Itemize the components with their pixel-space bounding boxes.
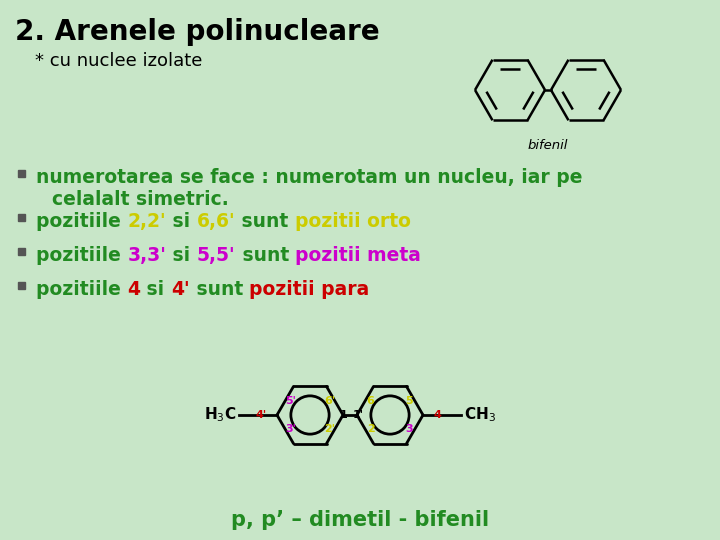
Text: pozitii meta: pozitii meta bbox=[295, 246, 421, 265]
Text: 2,2': 2,2' bbox=[127, 212, 166, 231]
Text: CH$_3$: CH$_3$ bbox=[464, 406, 496, 424]
Text: 4': 4' bbox=[171, 280, 189, 299]
Text: si: si bbox=[140, 280, 171, 299]
Text: 3': 3' bbox=[285, 423, 296, 434]
Bar bbox=[18, 281, 25, 288]
Text: 1: 1 bbox=[339, 410, 347, 420]
Text: 2: 2 bbox=[366, 423, 374, 434]
Text: 1': 1' bbox=[353, 410, 364, 420]
Text: 5: 5 bbox=[405, 396, 413, 407]
Bar bbox=[18, 247, 25, 254]
Text: sunt: sunt bbox=[189, 280, 249, 299]
Text: 3: 3 bbox=[405, 423, 413, 434]
Text: * cu nuclee izolate: * cu nuclee izolate bbox=[35, 52, 202, 70]
Text: pozitii para: pozitii para bbox=[249, 280, 369, 299]
Text: bifenil: bifenil bbox=[528, 139, 568, 152]
Text: 2': 2' bbox=[324, 423, 335, 434]
Text: H$_3$C: H$_3$C bbox=[204, 406, 236, 424]
Text: si: si bbox=[166, 212, 197, 231]
Text: 5': 5' bbox=[285, 396, 296, 407]
Bar bbox=[18, 213, 25, 220]
Text: 4: 4 bbox=[127, 280, 140, 299]
Text: 5,5': 5,5' bbox=[197, 246, 235, 265]
Text: pozitiile: pozitiile bbox=[36, 246, 127, 265]
Text: 6,6': 6,6' bbox=[197, 212, 235, 231]
Bar bbox=[18, 170, 25, 177]
Text: celalalt simetric.: celalalt simetric. bbox=[52, 190, 229, 209]
Text: si: si bbox=[166, 246, 197, 265]
Text: 6': 6' bbox=[324, 396, 335, 407]
Text: sunt: sunt bbox=[235, 212, 295, 231]
Text: 3,3': 3,3' bbox=[127, 246, 166, 265]
Text: 2. Arenele polinucleare: 2. Arenele polinucleare bbox=[15, 18, 379, 46]
Text: pozitiile: pozitiile bbox=[36, 280, 127, 299]
Text: 4': 4' bbox=[256, 410, 267, 420]
Text: 6: 6 bbox=[366, 396, 374, 407]
Text: pozitii orto: pozitii orto bbox=[295, 212, 411, 231]
Text: sunt: sunt bbox=[235, 246, 295, 265]
Text: pozitiile: pozitiile bbox=[36, 212, 127, 231]
Text: p, p’ – dimetil - bifenil: p, p’ – dimetil - bifenil bbox=[231, 510, 489, 530]
Text: numerotarea se face : numerotam un nucleu, iar pe: numerotarea se face : numerotam un nucle… bbox=[36, 168, 582, 187]
Text: 4: 4 bbox=[433, 410, 441, 420]
